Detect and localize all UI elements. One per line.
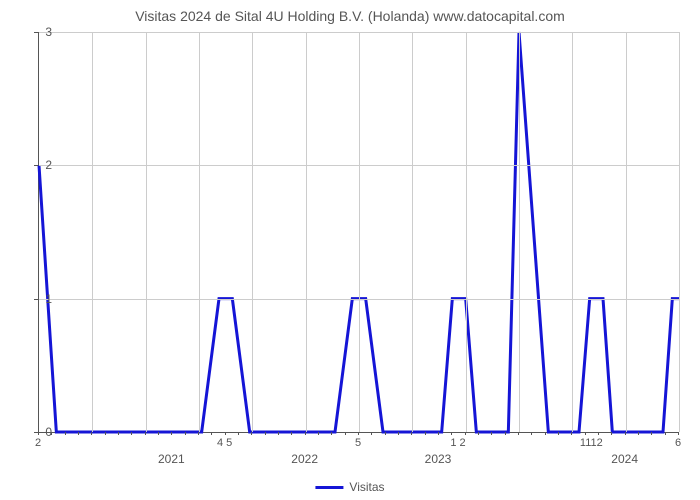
- legend: Visitas: [315, 480, 384, 494]
- xtick-minor-mark: [145, 432, 146, 435]
- xtick-minor-mark: [625, 432, 626, 435]
- xtick-minor-mark: [478, 432, 479, 435]
- xtick-minor-mark: [465, 432, 466, 435]
- xtick-minor-mark: [265, 432, 266, 435]
- xtick-minor-mark: [371, 432, 372, 435]
- xtick-minor-mark: [651, 432, 652, 435]
- xtick-minor-mark: [238, 432, 239, 435]
- xtick-minor-mark: [491, 432, 492, 435]
- xtick-minor-mark: [78, 432, 79, 435]
- ytick-label: 2: [32, 158, 52, 172]
- gridline-vertical: [146, 32, 147, 432]
- gridline-vertical: [519, 32, 520, 432]
- xtick-minor-mark: [105, 432, 106, 435]
- gridline-vertical: [306, 32, 307, 432]
- gridline-vertical: [359, 32, 360, 432]
- xtick-minor-mark: [545, 432, 546, 435]
- xtick-minor-mark: [131, 432, 132, 435]
- xtick-minor-mark: [358, 432, 359, 435]
- xtick-minor-mark: [558, 432, 559, 435]
- xtick-minor-mark: [598, 432, 599, 435]
- xtick-minor-mark: [198, 432, 199, 435]
- xtick-year-label: 2024: [611, 452, 638, 466]
- chart-container: Visitas 2024 de Sital 4U Holding B.V. (H…: [0, 0, 700, 500]
- xtick-minor-mark: [385, 432, 386, 435]
- xtick-minor-mark: [531, 432, 532, 435]
- xtick-minor-mark: [331, 432, 332, 435]
- gridline-vertical: [572, 32, 573, 432]
- xtick-minor-mark: [678, 432, 679, 435]
- xtick-month-label: 6: [675, 437, 681, 449]
- xtick-minor-mark: [185, 432, 186, 435]
- xtick-minor-mark: [291, 432, 292, 435]
- legend-label: Visitas: [349, 480, 384, 494]
- gridline-vertical: [626, 32, 627, 432]
- gridline-vertical: [92, 32, 93, 432]
- xtick-minor-mark: [518, 432, 519, 435]
- gridline-vertical: [466, 32, 467, 432]
- xtick-minor-mark: [638, 432, 639, 435]
- chart-title: Visitas 2024 de Sital 4U Holding B.V. (H…: [0, 0, 700, 24]
- xtick-minor-mark: [171, 432, 172, 435]
- xtick-minor-mark: [211, 432, 212, 435]
- gridline-vertical: [412, 32, 413, 432]
- xtick-minor-mark: [318, 432, 319, 435]
- xtick-month-label: 5: [355, 437, 361, 449]
- ytick-label: 3: [32, 25, 52, 39]
- xtick-year-label: 2021: [158, 452, 185, 466]
- xtick-minor-mark: [411, 432, 412, 435]
- xtick-minor-mark: [158, 432, 159, 435]
- xtick-minor-mark: [451, 432, 452, 435]
- gridline-vertical: [679, 32, 680, 432]
- xtick-minor-mark: [65, 432, 66, 435]
- xtick-minor-mark: [91, 432, 92, 435]
- xtick-month-label: 2: [35, 437, 41, 449]
- xtick-minor-mark: [505, 432, 506, 435]
- ytick-label: 1: [32, 292, 52, 306]
- xtick-minor-mark: [251, 432, 252, 435]
- xtick-minor-mark: [305, 432, 306, 435]
- xtick-minor-mark: [585, 432, 586, 435]
- xtick-minor-mark: [438, 432, 439, 435]
- xtick-minor-mark: [425, 432, 426, 435]
- xtick-minor-mark: [345, 432, 346, 435]
- xtick-year-label: 2023: [425, 452, 452, 466]
- xtick-minor-mark: [665, 432, 666, 435]
- gridline-vertical: [199, 32, 200, 432]
- xtick-minor-mark: [571, 432, 572, 435]
- gridline-vertical: [252, 32, 253, 432]
- legend-swatch: [315, 486, 343, 489]
- xtick-month-label: 1112: [580, 437, 603, 449]
- xtick-minor-mark: [398, 432, 399, 435]
- xtick-minor-mark: [225, 432, 226, 435]
- xtick-month-label: 4 5: [217, 437, 232, 449]
- xtick-year-label: 2022: [291, 452, 318, 466]
- xtick-minor-mark: [118, 432, 119, 435]
- xtick-minor-mark: [38, 432, 39, 435]
- xtick-minor-mark: [611, 432, 612, 435]
- xtick-minor-mark: [51, 432, 52, 435]
- plot-area: [38, 32, 679, 433]
- xtick-month-label: 1 2: [450, 437, 465, 449]
- xtick-minor-mark: [278, 432, 279, 435]
